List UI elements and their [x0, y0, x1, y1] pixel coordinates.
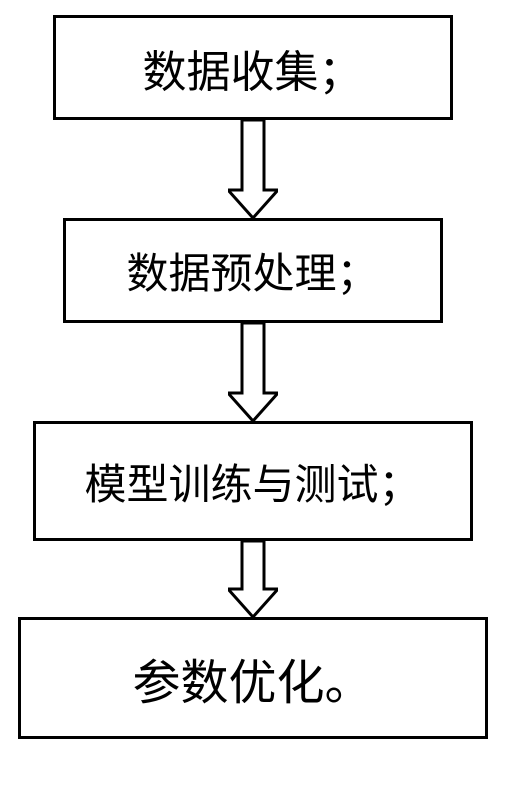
flowchart-node-2: 数据预处理； [63, 218, 443, 323]
flowchart-container: 数据收集； 数据预处理； 模型训练与测试； 参数优化。 [0, 15, 505, 739]
flowchart-node-3: 模型训练与测试； [33, 421, 473, 541]
flowchart-node-4-label: 参数优化。 [132, 643, 372, 713]
flowchart-node-1-label: 数据收集； [143, 36, 363, 100]
flowchart-arrow-1 [228, 120, 278, 218]
flowchart-arrow-3 [228, 541, 278, 617]
flowchart-node-1: 数据收集； [53, 15, 453, 120]
flowchart-node-4: 参数优化。 [18, 617, 488, 739]
flowchart-arrow-2 [228, 323, 278, 421]
flowchart-node-2-label: 数据预处理； [126, 240, 378, 301]
flowchart-node-3-label: 模型训练与测试； [84, 451, 420, 512]
